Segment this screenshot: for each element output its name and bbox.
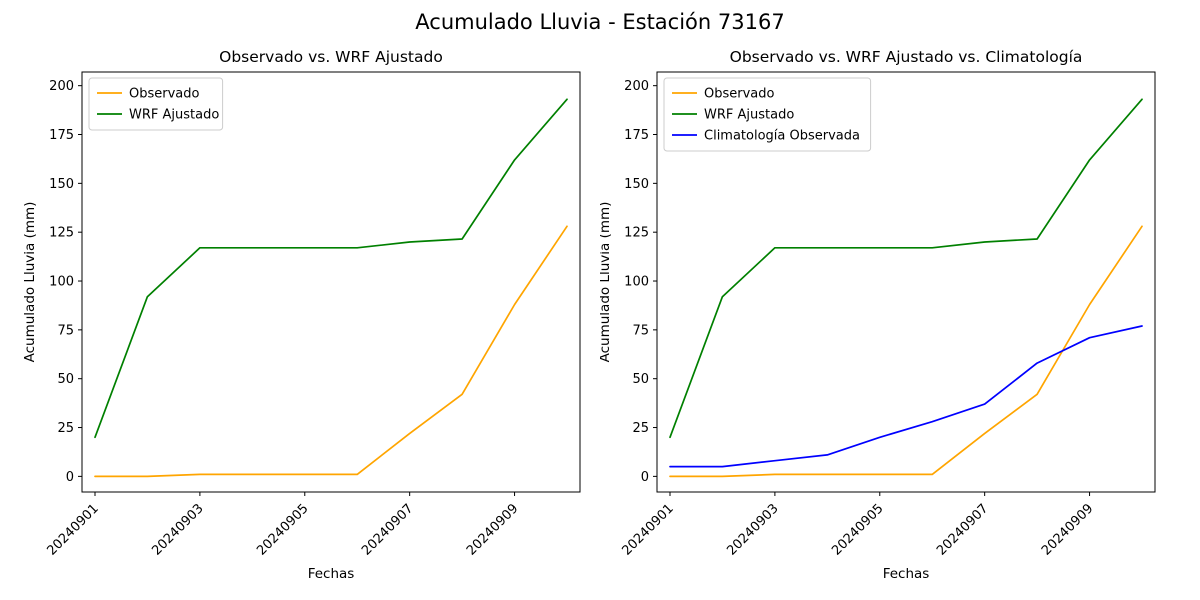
y-tick-label: 25: [57, 421, 74, 436]
line-series-wrf-ajustado: [94, 98, 568, 439]
axes-border: [656, 71, 1156, 493]
legend-label-observado: Observado: [129, 87, 200, 102]
legend-label-wrf-ajustado: WRF Ajustado: [704, 108, 794, 123]
line-series-climatolog-a-observada: [669, 325, 1143, 468]
y-tick-label: 75: [632, 323, 649, 338]
y-axis-label: Acumulado Lluvia (mm): [22, 202, 38, 363]
axes-border: [81, 71, 581, 493]
y-tick-label: 175: [49, 128, 74, 143]
subplot-title: Observado vs. WRF Ajustado vs. Climatolo…: [730, 48, 1083, 66]
y-tick-label: 125: [624, 226, 649, 241]
y-tick-label: 125: [49, 226, 74, 241]
x-tick-label: 20240905: [829, 501, 886, 558]
y-tick-label: 75: [57, 323, 74, 338]
y-tick-label: 150: [624, 177, 649, 192]
legend-box: [663, 77, 872, 152]
y-tick-label: 0: [66, 470, 74, 485]
charts-row: 0 25 50 75 100 125 150 175 200 20240901 20240903 20…: [0, 40, 1200, 600]
line-series-observado: [669, 225, 1143, 478]
x-tick-label: 20240907: [359, 501, 416, 558]
y-tick-label: 50: [632, 372, 649, 387]
y-tick-label: 175: [624, 128, 649, 143]
y-tick-label: 150: [49, 177, 74, 192]
y-tick-label: 50: [57, 372, 74, 387]
y-tick-label: 200: [624, 79, 649, 94]
chart-observado-wrf-climatologia: 0 25 50 75 100 125 150 175 200 20240901 20240903 20…: [600, 48, 1156, 582]
x-tick-label: 20240909: [464, 501, 521, 558]
line-series-wrf-ajustado: [669, 98, 1143, 439]
legend-label-wrf-ajustado: WRF Ajustado: [129, 108, 219, 123]
x-tick-label: 20240907: [934, 501, 991, 558]
x-axis-label: Fechas: [308, 566, 355, 582]
y-tick-label: 100: [624, 275, 649, 290]
subplot-title: Observado vs. WRF Ajustado: [219, 48, 443, 66]
line-series-observado: [94, 225, 568, 478]
legend-label-observado: Observado: [704, 87, 775, 102]
legend-box: [88, 77, 224, 131]
y-tick-label: 0: [641, 470, 649, 485]
x-tick-label: 20240901: [619, 501, 676, 558]
x-tick-label: 20240901: [44, 501, 101, 558]
y-tick-label: 200: [49, 79, 74, 94]
x-axis-label: Fechas: [883, 566, 930, 582]
x-tick-label: 20240903: [724, 501, 781, 558]
y-tick-label: 100: [49, 275, 74, 290]
legend-label-climatolog-a-observada: Climatología Observada: [704, 129, 860, 144]
y-axis-label: Acumulado Lluvia (mm): [600, 202, 613, 363]
x-tick-label: 20240909: [1039, 501, 1096, 558]
x-tick-label: 20240903: [149, 501, 206, 558]
chart-observado-wrf: 0 25 50 75 100 125 150 175 200 20240901 20240903 20…: [22, 48, 581, 582]
figure-title: Acumulado Lluvia - Estación 73167: [415, 10, 785, 34]
x-tick-label: 20240905: [254, 501, 311, 558]
y-tick-label: 25: [632, 421, 649, 436]
